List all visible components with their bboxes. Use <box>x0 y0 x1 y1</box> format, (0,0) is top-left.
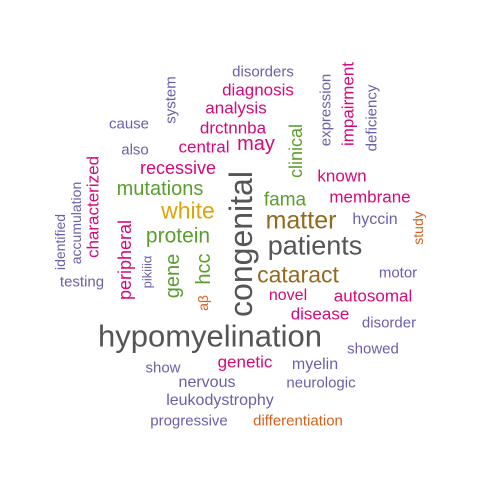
word-hypomyelination: hypomyelination <box>97 318 323 354</box>
word-white: white <box>161 197 215 224</box>
word-mutations: mutations <box>116 178 204 200</box>
word-nervous: nervous <box>178 374 236 391</box>
word-testing: testing <box>59 273 105 291</box>
word-differentiation: differentiation <box>253 412 343 430</box>
word-hyccin: hyccin <box>352 211 398 228</box>
word-study: study <box>410 211 426 245</box>
word-show: show <box>145 359 181 377</box>
word-analysis: analysis <box>205 98 267 118</box>
word-expression: expression <box>317 73 335 147</box>
word-peripheral: peripheral <box>115 219 135 301</box>
word-characterized: characterized <box>83 155 103 259</box>
word-clinical: clinical <box>286 123 306 179</box>
word-also: also <box>121 141 149 159</box>
word-disease: disease <box>290 304 350 324</box>
word-membrane: membrane <box>329 187 411 207</box>
word-accumulation: accumulation <box>68 181 84 265</box>
word-cataract: cataract <box>257 261 339 288</box>
word-central: central <box>178 137 230 157</box>
word-recessive: recessive <box>139 158 217 178</box>
word-diagnosis: diagnosis <box>222 80 294 100</box>
word-matter: matter <box>265 206 337 235</box>
word-autosomal: autosomal <box>333 286 413 306</box>
word-leukodystrophy: leukodystrophy <box>166 392 274 409</box>
word-patients: patients <box>267 230 363 261</box>
word-neurologic: neurologic <box>286 374 356 392</box>
word-cause: cause <box>108 115 150 133</box>
word-system: system <box>162 76 180 124</box>
word-showed: showed <box>347 340 399 358</box>
word-disorders: disorders <box>232 63 294 81</box>
word-myelin: myelin <box>291 356 339 373</box>
word-progressive: progressive <box>150 412 228 430</box>
word-congenital: congenital <box>223 171 259 317</box>
word-genetic: genetic <box>217 352 273 372</box>
word-abeta: aβ <box>195 295 211 311</box>
word-fama: fama <box>263 189 307 211</box>
word-impairment: impairment <box>338 61 358 147</box>
word-protein: protein <box>145 224 211 248</box>
word-gene: gene <box>162 253 184 299</box>
word-known: known <box>317 166 367 186</box>
word-identified: identified <box>52 213 68 271</box>
word-disorder: disorder <box>361 314 417 332</box>
word-pikiiia: pikiiiα <box>139 255 155 289</box>
word-motor: motor <box>378 264 418 282</box>
word-may: may <box>237 133 275 155</box>
word-drctnnba: drctnnba <box>199 118 267 138</box>
word-deficiency: deficiency <box>363 84 381 152</box>
word-hcc: hcc <box>193 253 215 285</box>
word-novel: novel <box>268 287 308 304</box>
